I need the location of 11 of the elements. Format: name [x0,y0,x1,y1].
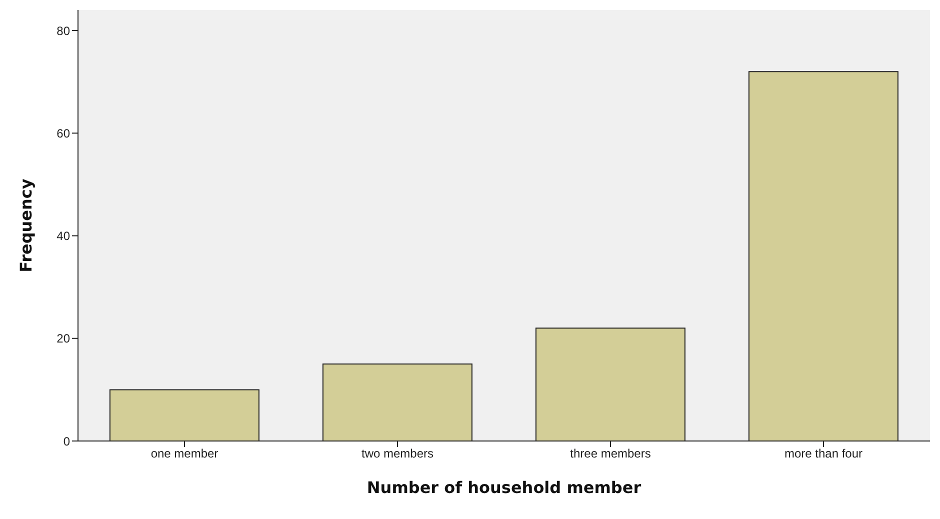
x-tick-label: two members [361,446,434,461]
y-tick-label: 20 [56,332,70,346]
y-tick-label: 80 [56,24,70,38]
y-axis-title: Frequency [16,178,36,272]
y-tick-label: 0 [63,434,70,448]
x-tick-label: three members [570,446,651,461]
y-tick-label: 40 [56,229,70,244]
x-axis-title: Number of household member [366,478,642,497]
y-tick-label: 60 [56,126,70,140]
x-tick-label: more than four [784,446,863,461]
x-tick-label: one member [150,446,218,461]
